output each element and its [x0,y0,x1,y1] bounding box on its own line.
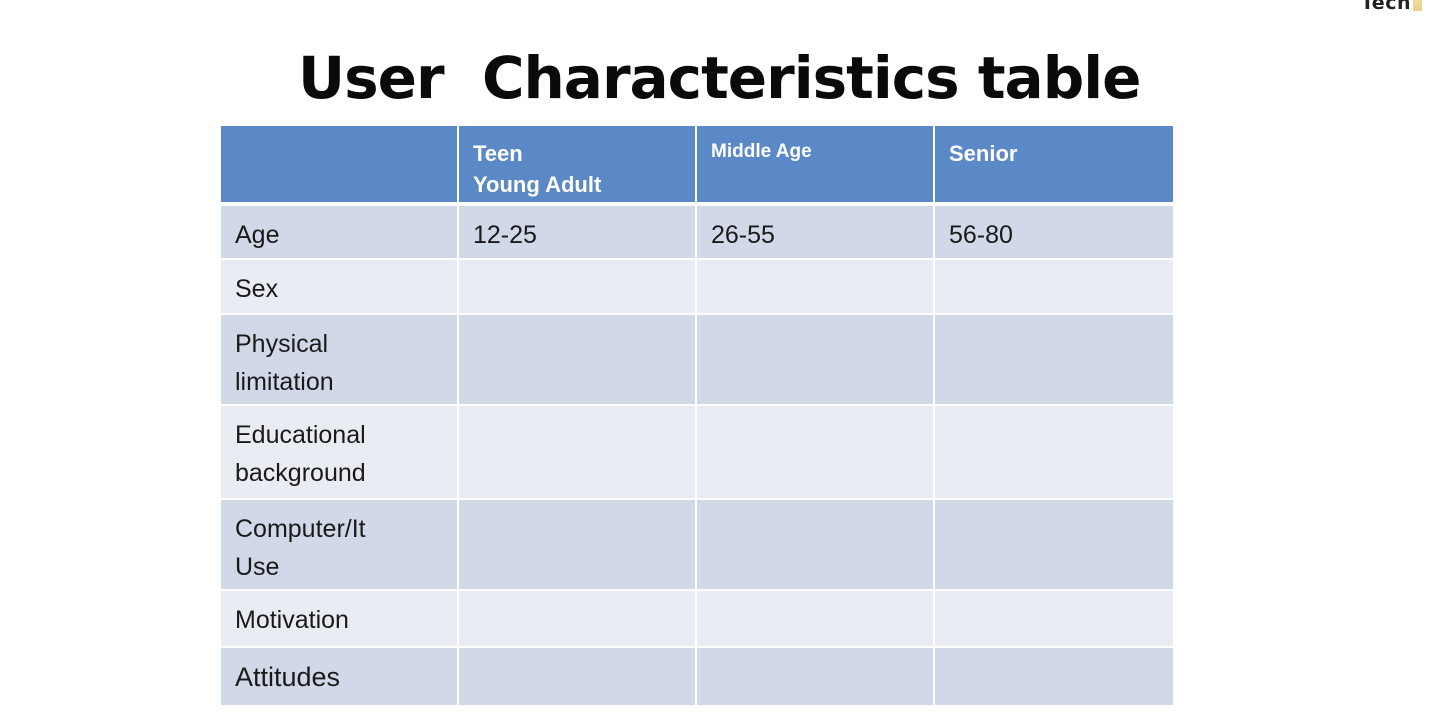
header-cell-middle-age: Middle Age [697,126,935,202]
row-label-text: Age [235,221,280,249]
table-cell: 26-55 [697,206,935,258]
table-cell: 56-80 [935,206,1173,258]
table-cell [459,500,697,589]
table-cell [459,648,697,705]
header-text: Middle Age [711,141,812,162]
row-label-text: Sex [235,275,279,303]
row-label: Attitudes [221,648,459,705]
row-label: Educational background [221,406,459,498]
table-row-age: Age 12-25 26-55 56-80 [221,206,1173,260]
header-cell-teen-young-adult: Teen Young Adult [459,126,697,202]
table-cell [935,315,1173,404]
header-cell-senior: Senior [935,126,1173,202]
table-cell [697,591,935,646]
slide-title: User Characteristics table [298,44,1141,112]
table-cell [459,260,697,313]
row-label: Computer/It Use [221,500,459,589]
table-cell [697,315,935,404]
header-text: Senior [949,141,1018,166]
table-row-motivation: Motivation [221,591,1173,648]
row-label-text: Attitudes [235,662,341,692]
row-label-text: background [235,459,366,487]
row-label: Age [221,206,459,258]
table-cell [935,260,1173,313]
row-label-text: Educational [235,421,366,449]
row-label: Sex [221,260,459,313]
row-label-text: Motivation [235,606,349,634]
row-label-text: limitation [235,368,334,396]
table-cell [459,591,697,646]
table-row-attitudes: Attitudes [221,648,1173,705]
table-cell [935,406,1173,498]
brand-logo-text: Tech [1360,0,1411,14]
table-cell [697,406,935,498]
table-row-computer-it-use: Computer/It Use [221,500,1173,591]
table-cell [459,315,697,404]
row-label: Motivation [221,591,459,646]
table-row-sex: Sex [221,260,1173,315]
table-header-row: Teen Young Adult Middle Age Senior [221,126,1173,206]
row-label-text: Use [235,553,280,581]
table-cell [459,406,697,498]
header-cell-empty [221,126,459,202]
brand-logo: Tech [1361,0,1422,14]
table-cell [935,500,1173,589]
table-cell [935,591,1173,646]
table-cell [697,500,935,589]
table-cell [935,648,1173,705]
header-text: Teen [473,141,523,166]
table-cell: 12-25 [459,206,697,258]
table-cell [697,260,935,313]
table-row-educational-background: Educational background [221,406,1173,500]
header-text: Young Adult [473,172,602,197]
table-cell [697,648,935,705]
row-label: Physical limitation [221,315,459,404]
row-label-text: Computer/It [235,515,366,543]
brand-mark-icon [1413,0,1422,11]
row-label-text: Physical [235,330,329,358]
table-row-physical-limitation: Physical limitation [221,315,1173,406]
user-characteristics-table: Teen Young Adult Middle Age Senior Age 1… [221,126,1173,705]
